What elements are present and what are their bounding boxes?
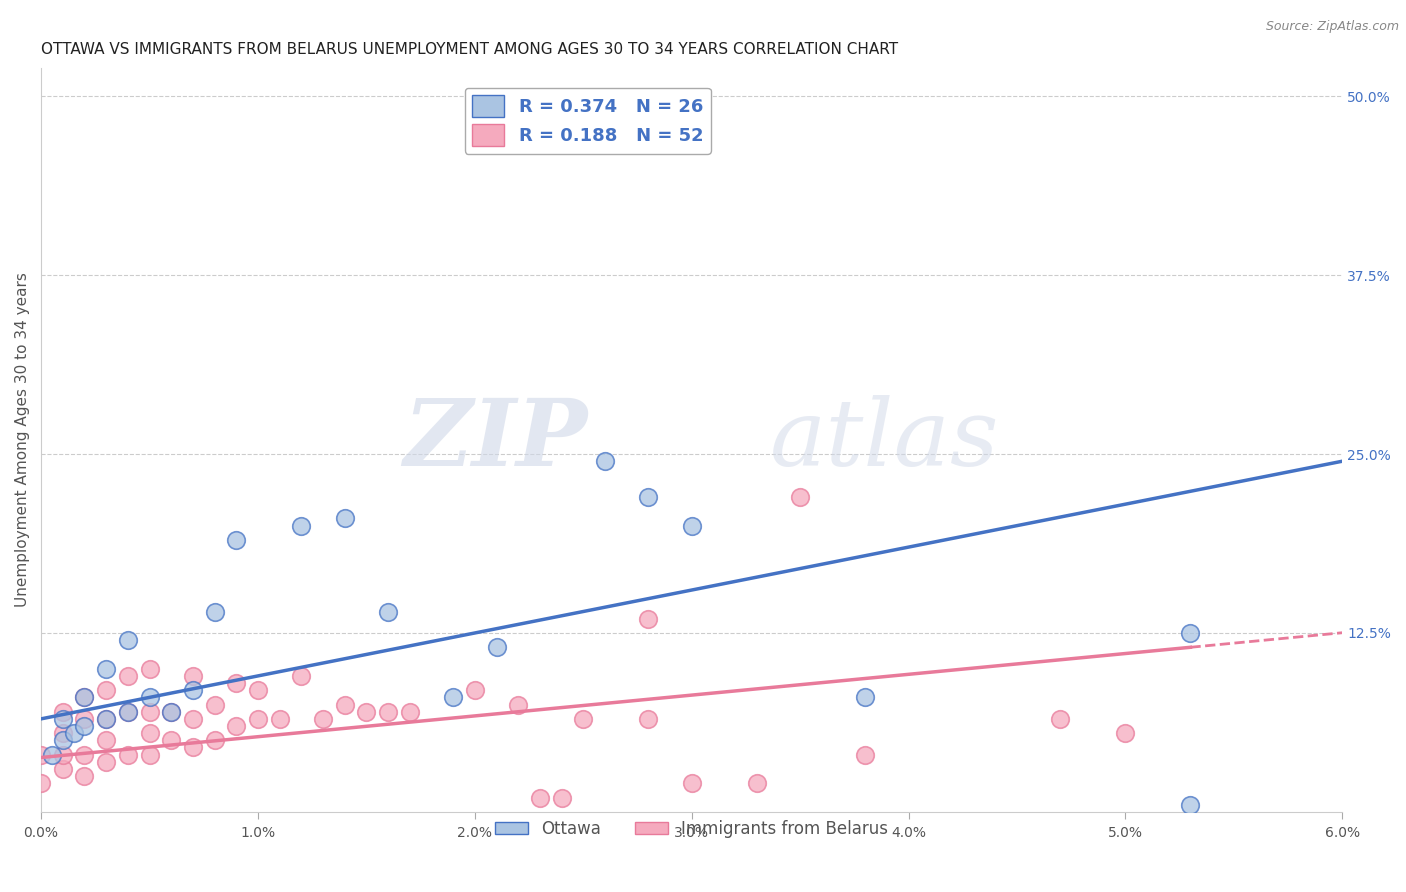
Point	[853, 690, 876, 705]
Point	[52, 733, 75, 747]
Point	[485, 640, 508, 655]
Point	[789, 490, 811, 504]
Point	[637, 612, 659, 626]
Point	[246, 712, 269, 726]
Point	[73, 712, 96, 726]
Point	[204, 605, 226, 619]
Point	[30, 747, 52, 762]
Point	[225, 533, 247, 547]
Point	[681, 518, 703, 533]
Point	[333, 698, 356, 712]
Point	[290, 518, 312, 533]
Point	[181, 740, 204, 755]
Point	[160, 705, 183, 719]
Point	[637, 490, 659, 504]
Point	[138, 747, 160, 762]
Point	[246, 683, 269, 698]
Text: Source: ZipAtlas.com: Source: ZipAtlas.com	[1265, 20, 1399, 33]
Point	[529, 790, 551, 805]
Point	[377, 605, 399, 619]
Point	[204, 698, 226, 712]
Point	[96, 683, 118, 698]
Point	[637, 712, 659, 726]
Point	[96, 755, 118, 769]
Point	[138, 690, 160, 705]
Point	[52, 747, 75, 762]
Text: OTTAWA VS IMMIGRANTS FROM BELARUS UNEMPLOYMENT AMONG AGES 30 TO 34 YEARS CORRELA: OTTAWA VS IMMIGRANTS FROM BELARUS UNEMPL…	[41, 42, 898, 57]
Point	[1180, 797, 1202, 812]
Point	[96, 733, 118, 747]
Point	[441, 690, 464, 705]
Point	[41, 747, 63, 762]
Legend: Ottawa, Immigrants from Belarus: Ottawa, Immigrants from Belarus	[488, 814, 896, 845]
Point	[96, 712, 118, 726]
Text: ZIP: ZIP	[404, 395, 588, 484]
Point	[160, 705, 183, 719]
Point	[593, 454, 616, 468]
Point	[204, 733, 226, 747]
Point	[117, 705, 139, 719]
Point	[181, 712, 204, 726]
Point	[1180, 626, 1202, 640]
Point	[1049, 712, 1071, 726]
Point	[62, 726, 84, 740]
Point	[225, 719, 247, 733]
Point	[52, 726, 75, 740]
Point	[52, 762, 75, 776]
Point	[290, 669, 312, 683]
Text: atlas: atlas	[769, 395, 1000, 484]
Point	[1114, 726, 1136, 740]
Point	[181, 669, 204, 683]
Point	[550, 790, 572, 805]
Point	[73, 690, 96, 705]
Point	[508, 698, 530, 712]
Point	[269, 712, 291, 726]
Point	[356, 705, 378, 719]
Point	[30, 776, 52, 790]
Point	[117, 633, 139, 648]
Point	[73, 747, 96, 762]
Point	[96, 712, 118, 726]
Point	[138, 726, 160, 740]
Point	[853, 747, 876, 762]
Point	[572, 712, 595, 726]
Point	[160, 733, 183, 747]
Y-axis label: Unemployment Among Ages 30 to 34 years: Unemployment Among Ages 30 to 34 years	[15, 272, 30, 607]
Point	[333, 511, 356, 525]
Point	[138, 705, 160, 719]
Point	[117, 747, 139, 762]
Point	[73, 719, 96, 733]
Point	[312, 712, 335, 726]
Point	[681, 776, 703, 790]
Point	[96, 662, 118, 676]
Point	[398, 705, 420, 719]
Point	[52, 705, 75, 719]
Point	[117, 705, 139, 719]
Point	[73, 769, 96, 783]
Point	[117, 669, 139, 683]
Point	[377, 705, 399, 719]
Point	[73, 690, 96, 705]
Point	[138, 662, 160, 676]
Point	[181, 683, 204, 698]
Point	[464, 683, 486, 698]
Point	[745, 776, 768, 790]
Point	[52, 712, 75, 726]
Point	[225, 676, 247, 690]
